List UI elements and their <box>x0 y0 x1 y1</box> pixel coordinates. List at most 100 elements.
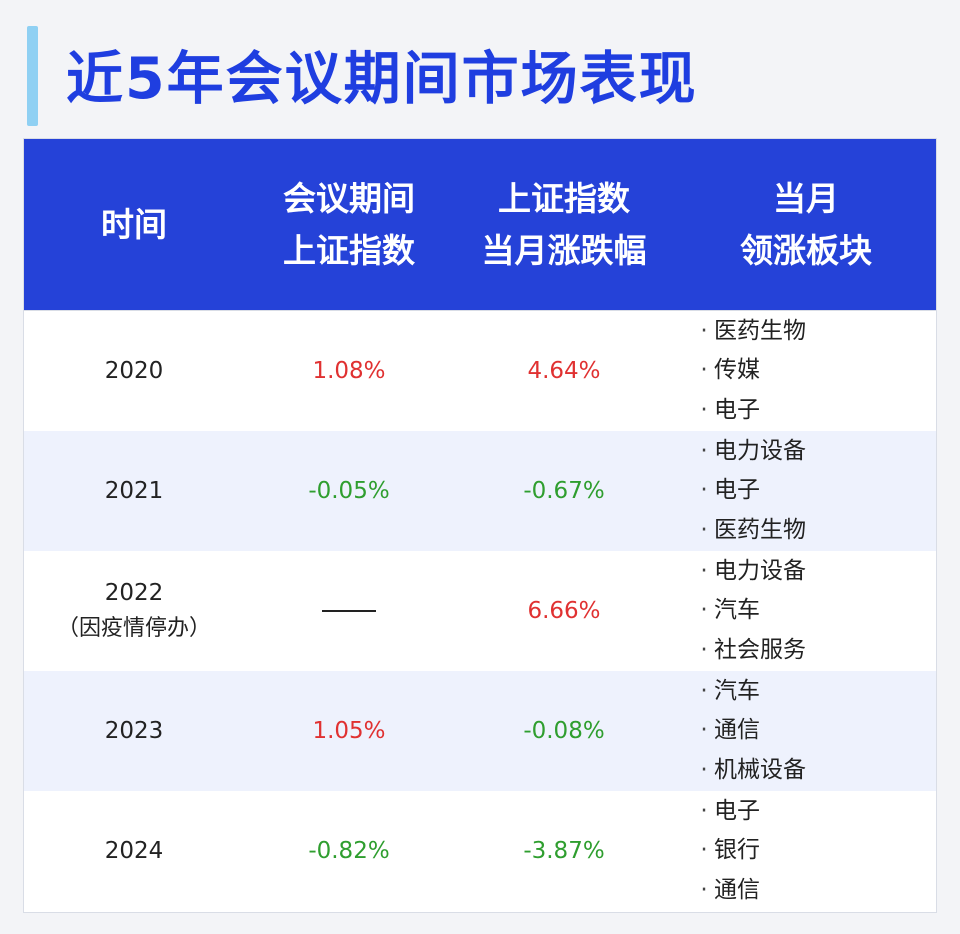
sector-label: 传媒 <box>714 357 760 384</box>
year-label: 2024 <box>104 837 164 864</box>
sector-item: · 医药生物 <box>694 312 806 352</box>
header-line: 当月涨跌幅 <box>481 230 647 270</box>
sector-label: 电子 <box>714 477 760 504</box>
bullet-icon: · <box>700 557 708 584</box>
monthly-change-cell: -0.08% <box>454 671 674 791</box>
table-row: 2020 1.08% 4.64% · 医药生物 · 传媒 · 电子 <box>24 311 936 431</box>
bullet-icon: · <box>700 597 708 624</box>
meeting-change-cell: -0.05% <box>244 431 454 551</box>
market-performance-table: 时间 会议期间 上证指数 上证指数 当月涨跌幅 当月 领涨板块 2020 1.08… <box>23 138 937 913</box>
year-cell: 2021 <box>24 431 244 551</box>
meeting-change-value: 1.08% <box>312 357 386 384</box>
bullet-icon: · <box>700 437 708 464</box>
sector-item: · 传媒 <box>694 351 760 391</box>
year-label: 2021 <box>104 477 164 504</box>
leading-sectors-cell: · 医药生物 · 传媒 · 电子 <box>674 311 936 431</box>
year-cell: 2020 <box>24 311 244 431</box>
header-monthly-change: 上证指数 当月涨跌幅 <box>454 139 674 310</box>
sector-label: 银行 <box>714 837 760 864</box>
year-cell: 2024 <box>24 791 244 911</box>
year-cell: 2022 （因疫情停办） <box>24 551 244 671</box>
sector-label: 通信 <box>714 876 760 903</box>
sector-item: · 通信 <box>694 711 760 751</box>
sector-label: 医药生物 <box>714 317 806 344</box>
meeting-change-value: -0.82% <box>308 837 390 864</box>
meeting-change-cell: 1.08% <box>244 311 454 431</box>
sector-label: 电力设备 <box>714 557 806 584</box>
meeting-change-cell: 1.05% <box>244 671 454 791</box>
page-title: 近5年会议期间市场表现 <box>66 46 698 112</box>
bullet-icon: · <box>700 876 708 903</box>
table-row: 2024 -0.82% -3.87% · 电子 · 银行 · 通信 <box>24 791 936 911</box>
sector-label: 医药生物 <box>714 516 806 543</box>
monthly-change-cell: -3.87% <box>454 791 674 911</box>
header-line: 当月 <box>773 178 839 218</box>
meeting-change-cell: -0.82% <box>244 791 454 911</box>
bullet-icon: · <box>700 677 708 704</box>
header-time: 时间 <box>24 139 244 310</box>
sector-label: 汽车 <box>714 677 760 704</box>
leading-sectors-cell: · 电力设备 · 汽车 · 社会服务 <box>674 551 936 671</box>
table-row: 2021 -0.05% -0.67% · 电力设备 · 电子 · 医药生物 <box>24 431 936 551</box>
bullet-icon: · <box>700 396 708 423</box>
sector-item: · 银行 <box>694 831 760 871</box>
header-line: 上证指数 <box>283 230 415 270</box>
sector-label: 机械设备 <box>714 756 806 783</box>
monthly-change-value: 6.66% <box>527 597 601 624</box>
header-line: 领涨板块 <box>740 230 872 270</box>
sector-item: · 汽车 <box>694 591 760 631</box>
bullet-icon: · <box>700 516 708 543</box>
monthly-change-cell: -0.67% <box>454 431 674 551</box>
no-data-dash <box>322 610 376 612</box>
header-leading-sectors: 当月 领涨板块 <box>674 139 936 310</box>
monthly-change-value: -0.08% <box>523 717 605 744</box>
monthly-change-value: 4.64% <box>527 357 601 384</box>
year-label: 2022 <box>104 580 164 606</box>
sector-item: · 电子 <box>694 792 760 832</box>
bullet-icon: · <box>700 837 708 864</box>
table-body: 2020 1.08% 4.64% · 医药生物 · 传媒 · 电子 2021 -0.05% -0.67… <box>24 311 936 911</box>
meeting-change-cell <box>244 551 454 671</box>
leading-sectors-cell: · 电力设备 · 电子 · 医药生物 <box>674 431 936 551</box>
sector-item: · 电子 <box>694 391 760 431</box>
year-cell: 2023 <box>24 671 244 791</box>
sector-item: · 医药生物 <box>694 511 806 551</box>
sector-item: · 机械设备 <box>694 751 806 791</box>
sector-label: 电力设备 <box>714 437 806 464</box>
year-label: 2020 <box>104 357 164 384</box>
sector-label: 电子 <box>714 797 760 824</box>
sector-item: · 电力设备 <box>694 432 806 472</box>
bullet-icon: · <box>700 797 708 824</box>
sector-label: 社会服务 <box>714 636 806 663</box>
sector-label: 汽车 <box>714 597 760 624</box>
header-line: 会议期间 <box>283 178 415 218</box>
header-meeting-index: 会议期间 上证指数 <box>244 139 454 310</box>
bullet-icon: · <box>700 317 708 344</box>
leading-sectors-cell: · 电子 · 银行 · 通信 <box>674 791 936 911</box>
year-note: （因疫情停办） <box>56 616 211 641</box>
bullet-icon: · <box>700 477 708 504</box>
header-line: 上证指数 <box>498 178 630 218</box>
bullet-icon: · <box>700 357 708 384</box>
monthly-change-cell: 4.64% <box>454 311 674 431</box>
sector-item: · 电力设备 <box>694 552 806 592</box>
sector-label: 电子 <box>714 396 760 423</box>
sector-item: · 社会服务 <box>694 631 806 671</box>
monthly-change-value: -3.87% <box>523 837 605 864</box>
sector-item: · 通信 <box>694 871 760 911</box>
header-line: 时间 <box>101 204 167 244</box>
bullet-icon: · <box>700 756 708 783</box>
meeting-change-value: 1.05% <box>312 717 386 744</box>
bullet-icon: · <box>700 636 708 663</box>
sector-item: · 电子 <box>694 471 760 511</box>
sector-item: · 汽车 <box>694 672 760 712</box>
meeting-change-value: -0.05% <box>308 477 390 504</box>
year-label: 2023 <box>104 717 164 744</box>
table-row: 2023 1.05% -0.08% · 汽车 · 通信 · 机械设备 <box>24 671 936 791</box>
table-row: 2022 （因疫情停办） 6.66% · 电力设备 · 汽车 · 社会服务 <box>24 551 936 671</box>
title-accent-bar <box>27 26 38 126</box>
table-header: 时间 会议期间 上证指数 上证指数 当月涨跌幅 当月 领涨板块 <box>24 139 936 311</box>
leading-sectors-cell: · 汽车 · 通信 · 机械设备 <box>674 671 936 791</box>
bullet-icon: · <box>700 717 708 744</box>
monthly-change-cell: 6.66% <box>454 551 674 671</box>
